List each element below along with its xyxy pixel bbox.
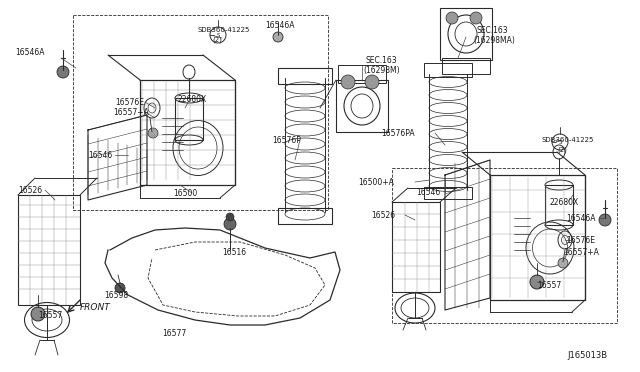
Text: SEC.163: SEC.163	[366, 55, 397, 64]
Text: 16576E: 16576E	[566, 235, 595, 244]
Circle shape	[470, 12, 482, 24]
Text: 16557: 16557	[537, 282, 561, 291]
Text: 16576E: 16576E	[115, 97, 144, 106]
Circle shape	[365, 75, 379, 89]
Bar	[338, 65, 386, 83]
Text: SDB360-41225: SDB360-41225	[542, 137, 595, 143]
Bar	[278, 208, 332, 224]
Circle shape	[558, 258, 568, 268]
Circle shape	[273, 32, 283, 42]
Bar	[278, 68, 332, 84]
Circle shape	[599, 214, 611, 226]
Text: 16576P: 16576P	[272, 135, 301, 144]
Bar	[73, 15, 328, 210]
Text: S: S	[558, 140, 562, 144]
Text: 22680X: 22680X	[550, 198, 579, 206]
Text: 16598: 16598	[104, 291, 128, 299]
Text: 16576PA: 16576PA	[381, 128, 415, 138]
Text: (2): (2)	[557, 147, 567, 153]
Text: J165013B: J165013B	[567, 350, 607, 359]
Circle shape	[115, 283, 125, 293]
Bar	[424, 63, 472, 77]
Text: 16546: 16546	[416, 187, 440, 196]
Circle shape	[530, 275, 544, 289]
Text: FRONT: FRONT	[80, 302, 111, 311]
Text: 16546A: 16546A	[15, 48, 45, 57]
Text: 16500+A: 16500+A	[358, 177, 394, 186]
Text: 16526: 16526	[18, 186, 42, 195]
Text: 22680X: 22680X	[178, 94, 207, 103]
Text: (16298MA): (16298MA)	[473, 35, 515, 45]
Circle shape	[446, 12, 458, 24]
Text: 16557+A: 16557+A	[113, 108, 149, 116]
Circle shape	[226, 213, 234, 221]
Text: 16577: 16577	[162, 328, 186, 337]
Text: 16557+A: 16557+A	[563, 247, 599, 257]
Text: 16546A: 16546A	[566, 214, 595, 222]
Text: 16516: 16516	[222, 247, 246, 257]
Circle shape	[341, 75, 355, 89]
Circle shape	[224, 218, 236, 230]
Bar	[336, 80, 388, 132]
Bar	[175, 98, 203, 140]
Text: S: S	[216, 32, 220, 38]
Text: 16526: 16526	[371, 211, 395, 219]
Text: 16500: 16500	[173, 189, 197, 198]
Text: (16298M): (16298M)	[363, 65, 399, 74]
Text: (2): (2)	[212, 37, 222, 43]
Text: SDB360-41225: SDB360-41225	[198, 27, 250, 33]
Circle shape	[148, 128, 158, 138]
Text: 16546: 16546	[88, 151, 112, 160]
Bar	[440, 8, 492, 60]
Text: 16557: 16557	[38, 311, 62, 321]
Bar	[392, 168, 617, 323]
Circle shape	[31, 307, 45, 321]
Bar	[424, 187, 472, 199]
Text: SEC.163: SEC.163	[477, 26, 509, 35]
Circle shape	[57, 66, 69, 78]
Bar	[545, 185, 573, 225]
Bar	[392, 202, 440, 292]
Text: 16546A: 16546A	[265, 20, 294, 29]
Bar	[18, 195, 80, 305]
Bar	[442, 58, 490, 74]
